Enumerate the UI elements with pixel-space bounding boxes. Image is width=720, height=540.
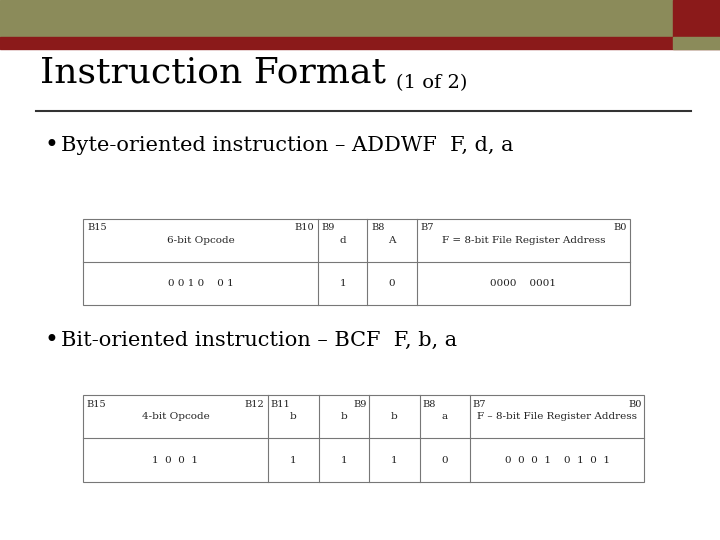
Text: 0  0  0  1    0  1  0  1: 0 0 0 1 0 1 0 1 bbox=[505, 456, 610, 464]
Text: 1: 1 bbox=[341, 456, 347, 464]
Text: B8: B8 bbox=[371, 223, 384, 232]
Text: 1: 1 bbox=[391, 456, 398, 464]
Text: B7: B7 bbox=[420, 223, 433, 232]
Text: F – 8-bit File Register Address: F – 8-bit File Register Address bbox=[477, 413, 637, 421]
Bar bbox=[0, 0, 673, 37]
Text: 1: 1 bbox=[339, 279, 346, 288]
Text: B0: B0 bbox=[628, 400, 642, 409]
Text: B15: B15 bbox=[87, 223, 107, 232]
Text: b: b bbox=[290, 413, 297, 421]
Text: b: b bbox=[391, 413, 398, 421]
Bar bbox=[673, 0, 720, 37]
Text: (1 of 2): (1 of 2) bbox=[396, 74, 467, 92]
Text: b: b bbox=[341, 413, 347, 421]
Text: A: A bbox=[388, 236, 396, 245]
Text: B11: B11 bbox=[270, 400, 290, 409]
Text: 1: 1 bbox=[290, 456, 297, 464]
Text: 4-bit Opcode: 4-bit Opcode bbox=[142, 413, 210, 421]
Text: B12: B12 bbox=[245, 400, 264, 409]
Text: Byte-oriented instruction – ADDWF  F, d, a: Byte-oriented instruction – ADDWF F, d, … bbox=[61, 136, 513, 156]
Text: 0 0 1 0    0 1: 0 0 1 0 0 1 bbox=[168, 279, 233, 288]
Text: 0: 0 bbox=[389, 279, 395, 288]
Text: B0: B0 bbox=[613, 223, 626, 232]
Text: B10: B10 bbox=[294, 223, 314, 232]
Text: 6-bit Opcode: 6-bit Opcode bbox=[166, 236, 234, 245]
Text: a: a bbox=[442, 413, 448, 421]
Text: 1  0  0  1: 1 0 0 1 bbox=[153, 456, 199, 464]
Text: 0: 0 bbox=[441, 456, 449, 464]
Text: B8: B8 bbox=[422, 400, 436, 409]
Text: Bit-oriented instruction – BCF  F, b, a: Bit-oriented instruction – BCF F, b, a bbox=[61, 330, 457, 350]
Text: B9: B9 bbox=[322, 223, 335, 232]
Bar bbox=[83, 219, 630, 305]
Text: •: • bbox=[45, 329, 58, 352]
Bar bbox=[83, 395, 644, 482]
Bar bbox=[0, 37, 720, 49]
Text: d: d bbox=[339, 236, 346, 245]
Text: B9: B9 bbox=[354, 400, 367, 409]
Text: B7: B7 bbox=[472, 400, 486, 409]
Bar bbox=[673, 37, 720, 49]
Text: 0000    0001: 0000 0001 bbox=[490, 279, 557, 288]
Text: B15: B15 bbox=[86, 400, 106, 409]
Text: Instruction Format: Instruction Format bbox=[40, 55, 386, 89]
Text: •: • bbox=[45, 134, 58, 157]
Text: F = 8-bit File Register Address: F = 8-bit File Register Address bbox=[441, 236, 605, 245]
